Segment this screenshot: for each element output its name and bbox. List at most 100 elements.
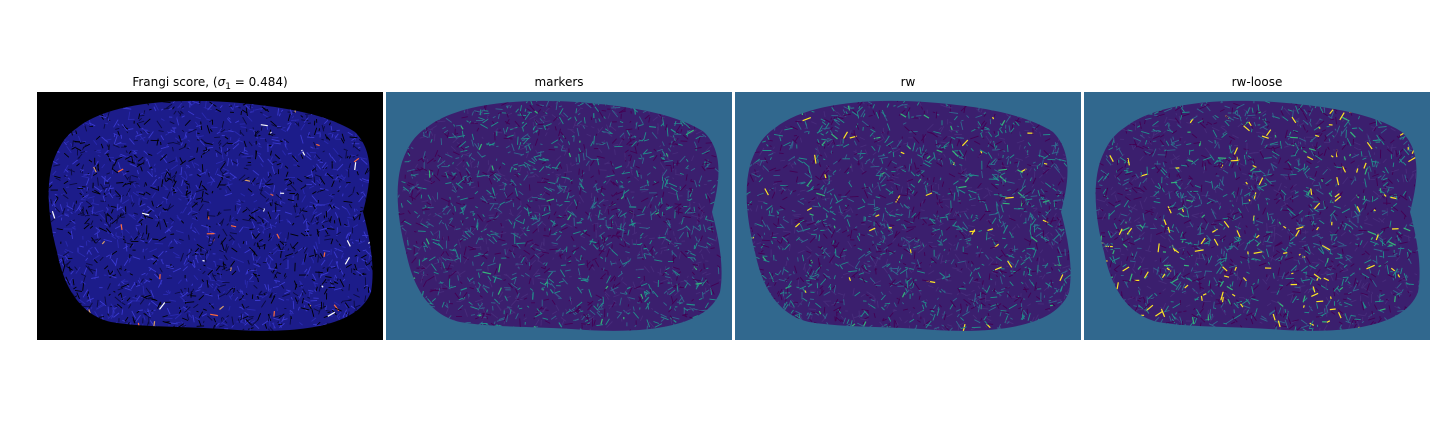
- texture-stroke: [171, 174, 176, 179]
- texture-stroke: [347, 295, 350, 299]
- texture-stroke: [315, 271, 323, 274]
- texture-stroke: [93, 166, 97, 173]
- texture-stroke: [198, 171, 206, 176]
- texture-stroke: [590, 264, 595, 267]
- texture-stroke: [240, 201, 244, 203]
- texture-stroke: [103, 192, 107, 197]
- texture-stroke: [166, 191, 171, 199]
- texture-stroke: [117, 303, 123, 309]
- texture-stroke: [586, 156, 593, 161]
- texture-stroke: [217, 222, 221, 226]
- texture-stroke: [624, 196, 627, 200]
- texture-stroke: [433, 174, 441, 182]
- texture-stroke: [246, 308, 256, 311]
- texture-stroke: [318, 305, 323, 308]
- texture-stroke: [277, 272, 281, 274]
- texture-stroke: [608, 202, 617, 208]
- texture-stroke: [186, 191, 188, 199]
- texture-stroke: [679, 155, 686, 163]
- texture-stroke: [505, 256, 510, 259]
- texture-stroke: [271, 210, 281, 212]
- texture-stroke: [238, 226, 244, 233]
- texture-stroke: [48, 193, 51, 203]
- texture-stroke: [611, 194, 614, 197]
- texture-stroke: [531, 215, 539, 221]
- texture-stroke: [415, 164, 419, 168]
- texture-stroke: [534, 211, 540, 214]
- texture-stroke: [424, 205, 427, 208]
- texture-stroke: [266, 200, 273, 204]
- texture-stroke: [706, 167, 716, 170]
- texture-stroke: [145, 287, 151, 295]
- texture-stroke: [355, 169, 359, 172]
- texture-stroke: [278, 313, 285, 319]
- texture-stroke: [358, 251, 360, 254]
- texture-stroke: [258, 239, 263, 242]
- texture-stroke: [437, 258, 440, 264]
- texture-stroke: [342, 273, 346, 278]
- texture-stroke: [216, 265, 226, 268]
- texture-stroke: [108, 274, 117, 279]
- texture-stroke: [178, 135, 182, 143]
- texture-stroke: [475, 173, 480, 177]
- texture-stroke: [506, 112, 509, 118]
- texture-stroke: [176, 141, 181, 144]
- texture-stroke: [579, 183, 585, 190]
- texture-stroke: [340, 288, 344, 292]
- texture-stroke: [469, 120, 471, 124]
- texture-stroke: [106, 214, 109, 217]
- texture-stroke: [120, 153, 126, 157]
- texture-stroke: [132, 296, 138, 300]
- texture-stroke: [347, 216, 354, 219]
- texture-stroke: [241, 298, 246, 301]
- texture-stroke: [227, 130, 234, 133]
- texture-stroke: [305, 177, 312, 180]
- texture-stroke: [423, 245, 427, 248]
- texture-stroke: [468, 154, 471, 157]
- texture-stroke: [92, 254, 100, 260]
- texture-stroke: [87, 205, 93, 208]
- texture-stroke: [431, 298, 436, 302]
- texture-stroke: [115, 235, 125, 239]
- texture-stroke: [566, 187, 570, 193]
- texture-stroke: [144, 313, 152, 319]
- texture-stroke: [62, 208, 66, 215]
- texture-stroke: [121, 302, 126, 306]
- texture-stroke: [246, 280, 248, 288]
- texture-stroke: [421, 200, 429, 203]
- texture-stroke: [70, 230, 74, 239]
- texture-stroke: [421, 273, 428, 276]
- texture-stroke: [221, 151, 224, 160]
- texture-stroke: [670, 296, 674, 303]
- texture-stroke: [201, 198, 204, 203]
- texture-stroke: [614, 221, 618, 228]
- texture-stroke: [355, 304, 361, 308]
- texture-stroke: [314, 174, 322, 178]
- texture-stroke: [676, 160, 679, 166]
- texture-stroke: [161, 258, 164, 263]
- texture-stroke: [225, 183, 233, 186]
- texture-stroke: [674, 236, 678, 243]
- texture-stroke: [205, 146, 208, 151]
- texture-stroke: [341, 255, 344, 258]
- texture-stroke: [506, 118, 510, 125]
- texture-stroke: [273, 311, 275, 317]
- texture-stroke: [94, 246, 99, 254]
- texture-stroke: [207, 315, 213, 321]
- texture-stroke: [324, 234, 331, 237]
- texture-stroke: [461, 130, 464, 138]
- texture-stroke: [482, 214, 485, 218]
- texture-stroke: [481, 251, 489, 257]
- texture-stroke: [695, 130, 703, 135]
- texture-stroke: [99, 316, 104, 318]
- texture-stroke: [610, 125, 617, 132]
- texture-stroke: [257, 313, 262, 321]
- texture-stroke: [541, 212, 551, 217]
- texture-stroke: [511, 276, 517, 281]
- texture-stroke: [92, 198, 95, 202]
- texture-stroke: [492, 128, 499, 135]
- texture-stroke: [662, 213, 665, 216]
- texture-stroke: [528, 278, 531, 285]
- texture-stroke: [321, 162, 327, 169]
- texture-stroke: [481, 136, 484, 139]
